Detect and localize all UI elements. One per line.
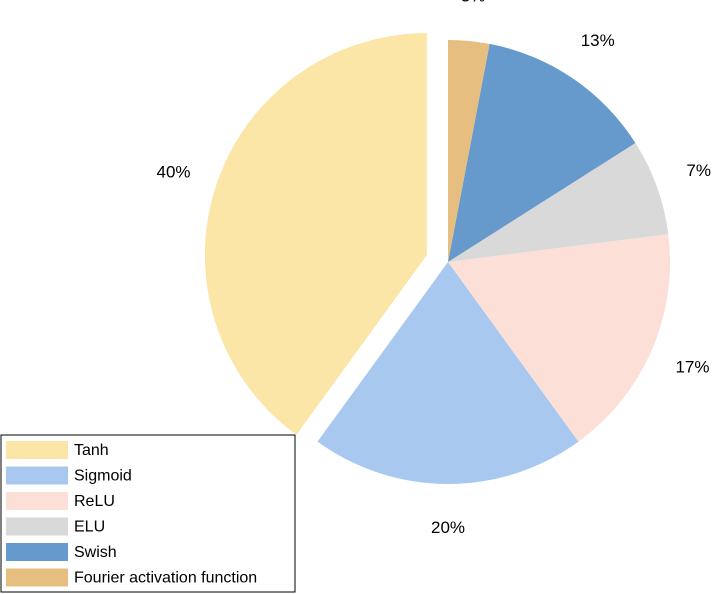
pie-slice (448, 234, 670, 442)
pie (204, 33, 670, 484)
value-label: 3% (461, 0, 486, 5)
legend-box (0, 434, 296, 593)
pie-slice (448, 40, 490, 262)
value-label: 20% (431, 518, 465, 537)
value-label: 17% (675, 357, 709, 376)
legend-label: ReLU (74, 493, 115, 510)
value-label: 7% (686, 161, 711, 180)
pie-slice (448, 143, 669, 262)
legend-label: ELU (74, 519, 105, 536)
legend-swatch (6, 492, 68, 510)
legend-label: Fourier activation function (74, 570, 257, 587)
legend-swatch (6, 441, 68, 459)
value-label: 40% (157, 162, 191, 181)
legend-swatch (6, 543, 68, 561)
legend-label: Swish (74, 544, 117, 561)
legend-swatch (6, 517, 68, 536)
pie-slice (204, 33, 427, 435)
legend: Tanh Sigmoid ReLU ELU Swish Fourier activatio… (0, 434, 296, 593)
legend-label: Tanh (74, 442, 109, 459)
pie-slice (448, 43, 636, 262)
legend-label: Sigmoid (74, 468, 132, 485)
value-labels: 40% 20% 17% 7% 13% 3% (157, 0, 711, 537)
value-label: 13% (581, 31, 615, 50)
legend-swatch (6, 568, 68, 587)
pie-slice (317, 262, 579, 484)
legend-swatch (6, 466, 68, 485)
